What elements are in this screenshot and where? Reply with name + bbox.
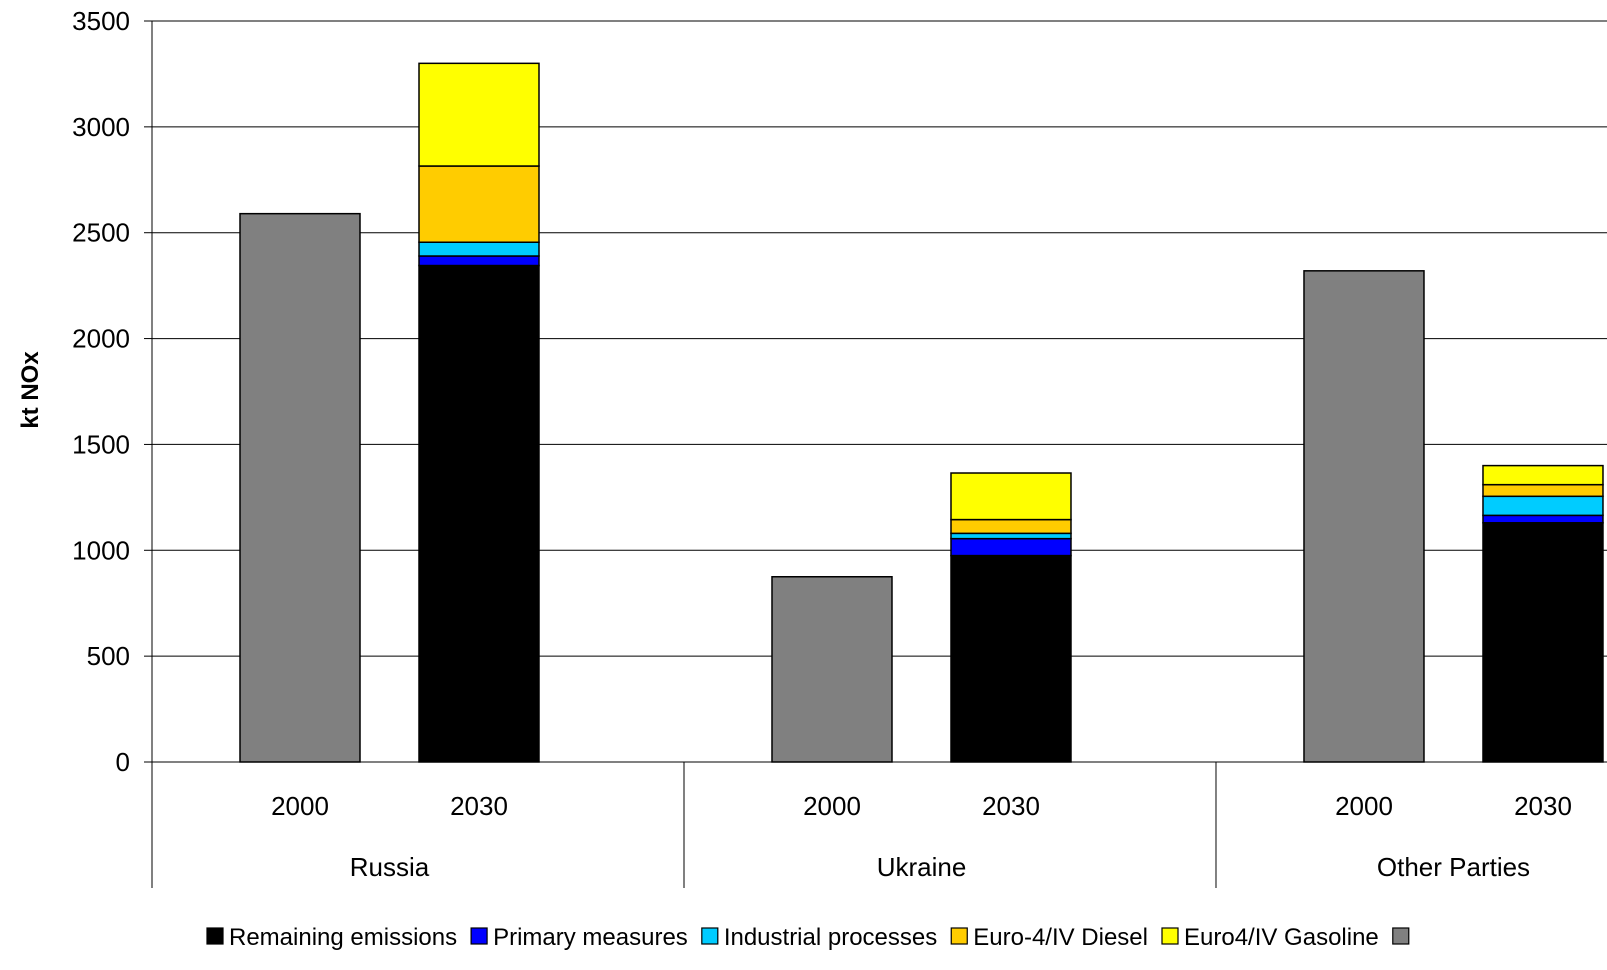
bar-segment	[950, 518, 1072, 535]
legend-swatch	[950, 927, 968, 945]
legend-label: Primary measures	[493, 924, 688, 951]
legend: Remaining emissions Primary measures Indus…	[206, 924, 1410, 951]
legend-label: Euro-4/IV Diesel	[973, 924, 1148, 951]
legend-label: Remaining emissions	[229, 924, 457, 951]
legend-swatch	[206, 927, 224, 945]
y-axis-title: kt NOx	[17, 351, 44, 429]
y-tick-label: 3500	[72, 6, 130, 36]
bar-segment	[950, 532, 1072, 540]
bar-segment	[1482, 464, 1604, 486]
bar-segment	[1482, 522, 1604, 763]
y-tick-label: 3000	[72, 112, 130, 142]
bar-segment	[1303, 270, 1425, 763]
bar-segment	[1482, 483, 1604, 498]
y-tick-label: 0	[116, 747, 130, 777]
group-label: Russia	[350, 852, 430, 882]
group-label: Ukraine	[877, 852, 967, 882]
bar-segment	[950, 554, 1072, 763]
legend-label: Euro4/IV Gasoline	[1184, 924, 1379, 951]
gridlines	[152, 20, 1607, 657]
bar-segment	[418, 264, 540, 763]
x-tick-label: 2030	[450, 791, 508, 821]
bar-segment	[950, 472, 1072, 521]
bar-segment	[1482, 514, 1604, 524]
y-tick-label: 2000	[72, 324, 130, 354]
x-tick-label: 2000	[1335, 791, 1393, 821]
bar-segment	[418, 241, 540, 257]
legend-swatch	[470, 927, 488, 945]
y-tick-label: 500	[87, 641, 130, 671]
bar-segment	[418, 62, 540, 167]
bar-segment	[418, 165, 540, 243]
group-label: Other Parties	[1377, 852, 1530, 882]
bar-segment	[239, 212, 361, 763]
bar-segment	[1482, 495, 1604, 517]
legend-swatch	[701, 927, 719, 945]
axes	[144, 20, 1607, 888]
legend-label: Industrial processes	[724, 924, 937, 951]
x-tick-label: 2030	[1514, 791, 1572, 821]
bar-segment	[418, 255, 540, 267]
y-tick-label: 1000	[72, 535, 130, 565]
legend-swatch	[1392, 927, 1410, 945]
x-category-labels: 2000 2030 Russia 2000 2030 Ukraine 2000 2030 Oth…	[271, 791, 1572, 882]
x-tick-label: 2030	[982, 791, 1040, 821]
y-tick-labels: 0 500 1000 1500 2000 2500 3000 3500	[72, 6, 130, 777]
legend-swatch	[1161, 927, 1179, 945]
x-tick-label: 2000	[271, 791, 329, 821]
bar-segment	[950, 537, 1072, 557]
y-tick-label: 2500	[72, 218, 130, 248]
bars	[239, 62, 1604, 763]
y-tick-label: 1500	[72, 429, 130, 459]
bar-segment	[771, 576, 893, 763]
x-tick-label: 2000	[803, 791, 861, 821]
